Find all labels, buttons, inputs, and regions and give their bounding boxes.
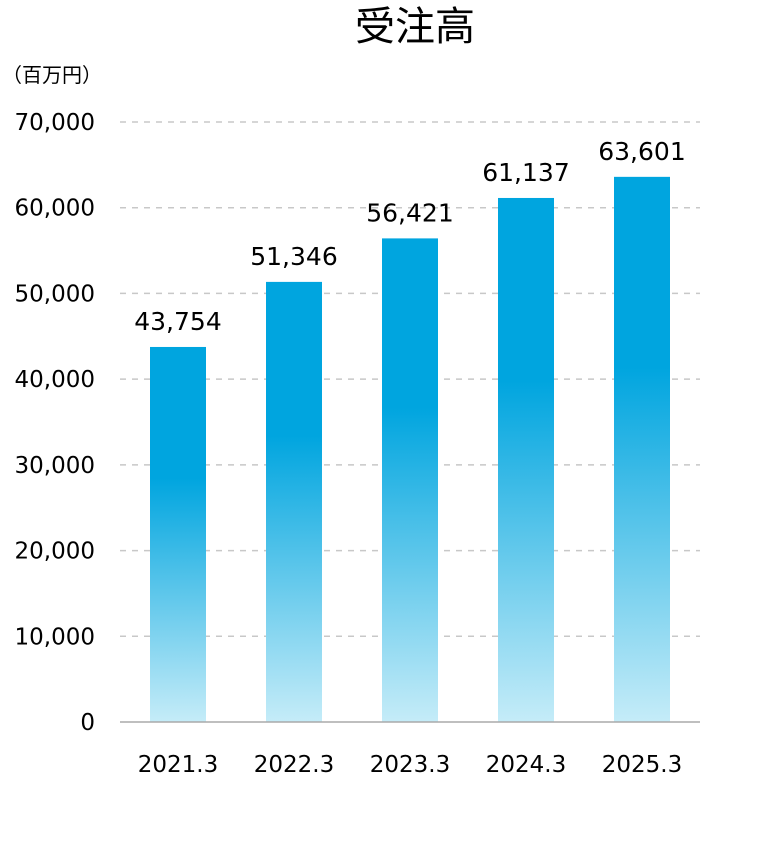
- data-label: 43,754: [134, 307, 221, 336]
- y-tick-label: 60,000: [15, 196, 95, 222]
- y-tick-label: 50,000: [15, 281, 95, 307]
- bars: [150, 176, 670, 723]
- chart-title: 受注高: [355, 4, 475, 50]
- data-label: 51,346: [250, 242, 337, 271]
- bar-2021.3: [150, 346, 206, 722]
- x-tick-label: 2025.3: [602, 752, 682, 778]
- bar-2024.3: [498, 197, 554, 722]
- y-tick-label: 70,000: [15, 110, 95, 136]
- bar-2022.3: [266, 281, 322, 722]
- y-tick-labels: 0 10,000 20,000 30,000 40,000 50,000 60,000 70,…: [15, 110, 95, 736]
- x-tick-label: 2023.3: [370, 752, 450, 778]
- x-tick-label: 2022.3: [254, 752, 334, 778]
- bar-2023.3: [382, 238, 438, 723]
- y-tick-label: 0: [80, 710, 95, 736]
- x-tick-labels: 2021.3 2022.3 2023.3 2024.3 2025.3: [138, 752, 682, 778]
- unit-label: （百万円）: [2, 63, 102, 87]
- data-label: 63,601: [598, 137, 685, 166]
- x-tick-label: 2024.3: [486, 752, 566, 778]
- y-tick-label: 40,000: [15, 367, 95, 393]
- y-tick-label: 10,000: [15, 624, 95, 650]
- y-tick-label: 30,000: [15, 453, 95, 479]
- data-label: 61,137: [482, 158, 569, 187]
- bar-2025.3: [614, 176, 670, 722]
- y-tick-label: 20,000: [15, 539, 95, 565]
- data-labels: 43,754 51,346 56,421 61,137 63,601: [134, 137, 685, 336]
- x-tick-label: 2021.3: [138, 752, 218, 778]
- data-label: 56,421: [366, 198, 453, 227]
